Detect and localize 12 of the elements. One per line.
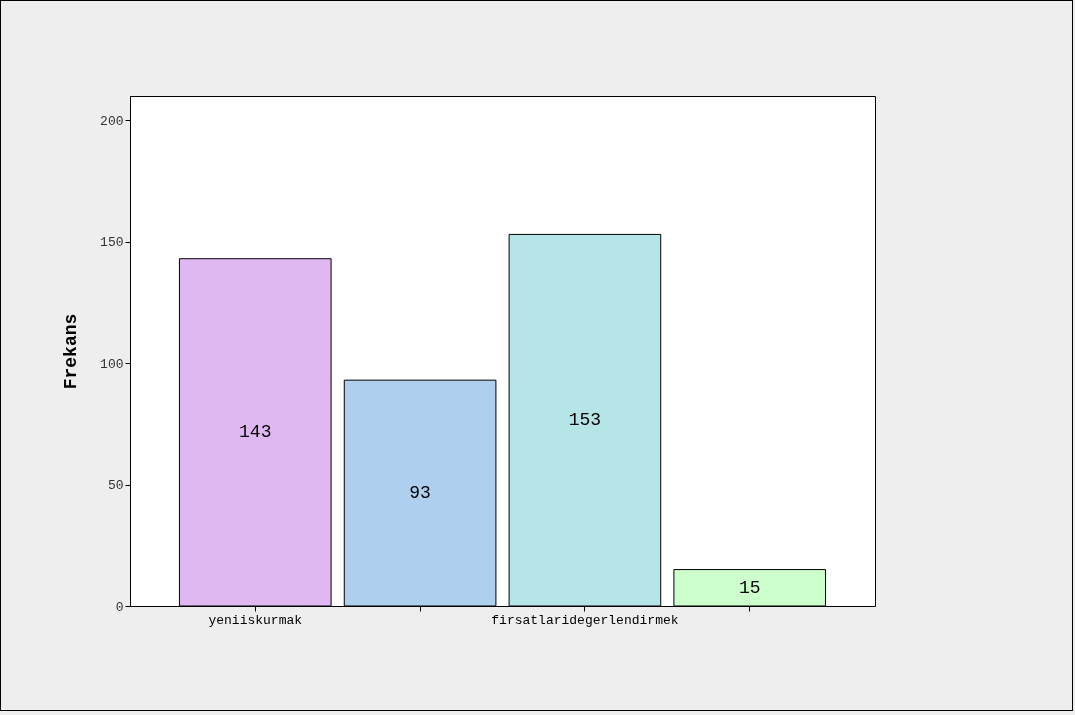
data-label: 15 xyxy=(738,577,761,598)
y-axis-title: Frekans xyxy=(61,313,82,390)
x-tick-label: firsatlaridegerlendirmek xyxy=(491,612,679,628)
y-tick-label: 50 xyxy=(107,478,124,494)
data-label: 93 xyxy=(409,483,431,504)
data-label: 153 xyxy=(568,410,602,431)
y-tick-label: 200 xyxy=(100,113,124,129)
y-tick-label: 100 xyxy=(100,356,124,372)
y-tick-label: 0 xyxy=(115,599,124,615)
x-tick-label: yeniiskurmak xyxy=(208,612,303,628)
y-tick-label: 150 xyxy=(100,235,124,251)
data-label: 143 xyxy=(239,422,272,443)
